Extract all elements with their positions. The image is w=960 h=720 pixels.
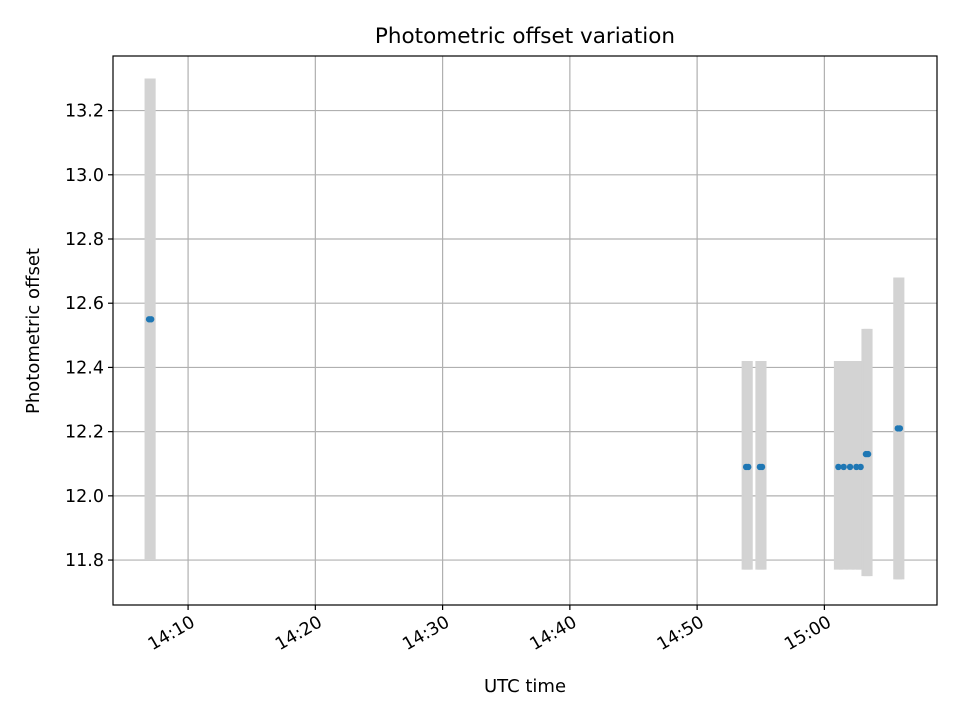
y-axis: 11.8 12.0 12.2 12.4 12.6 12.8 13.0 13.2 xyxy=(65,102,113,571)
y-tick-label: 13.2 xyxy=(65,102,104,122)
data-point xyxy=(745,463,752,471)
y-tick-label: 13.0 xyxy=(65,166,104,186)
point-layer xyxy=(145,316,904,471)
plot-area xyxy=(113,56,937,605)
y-tick-label: 12.4 xyxy=(65,358,104,378)
data-point xyxy=(896,425,904,432)
y-tick-label: 12.6 xyxy=(65,294,104,314)
plot-frame xyxy=(112,55,938,606)
data-point xyxy=(147,316,155,323)
y-tick-label: 12.8 xyxy=(65,230,104,250)
y-axis-label: Photometric offset xyxy=(23,248,44,414)
chart-title: Photometric offset variation xyxy=(375,24,675,49)
y-tick-label: 11.8 xyxy=(65,551,104,571)
data-point xyxy=(758,463,766,471)
x-axis-label: UTC time xyxy=(484,676,566,697)
grid-layer xyxy=(113,56,937,605)
data-point xyxy=(846,463,854,471)
data-point xyxy=(835,463,842,471)
y-tick-label: 12.2 xyxy=(65,423,104,443)
y-tick-label: 12.0 xyxy=(65,487,104,507)
data-point xyxy=(857,463,864,471)
data-point xyxy=(864,450,872,458)
data-point xyxy=(840,463,847,471)
